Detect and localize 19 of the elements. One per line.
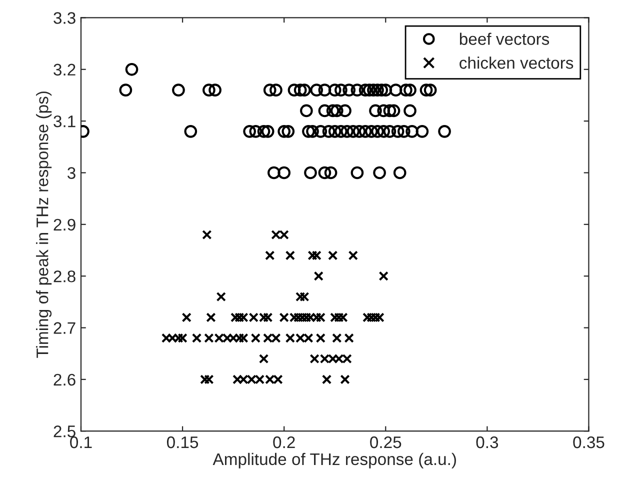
x-tick-label: 0.1 <box>70 436 92 448</box>
x-tick-label: 0.3 <box>476 436 498 448</box>
y-tick-label: 2.7 <box>54 322 76 334</box>
x-tick-label: 0.15 <box>166 436 198 448</box>
x-tick-label: 0.25 <box>370 436 402 448</box>
legend-label: beef vectors <box>460 32 550 45</box>
y-tick-label: 3.2 <box>54 64 76 76</box>
y-tick-label: 2.9 <box>54 218 76 231</box>
y-axis-title: Timing of peak in THz response (ps) <box>36 92 52 358</box>
x-tick-label: 0.2 <box>273 436 295 448</box>
x-axis-title: Amplitude of THz response (a.u.) <box>212 452 456 468</box>
y-tick-label: 3.1 <box>54 115 76 128</box>
x-tick-label: 0.35 <box>573 436 604 448</box>
y-tick-label: 2.6 <box>54 374 76 386</box>
y-tick-label: 3 <box>67 167 76 179</box>
y-tick-label: 2.8 <box>54 270 76 282</box>
y-tick-label: 3.3 <box>54 12 76 24</box>
y-tick-label: 2.5 <box>54 426 76 438</box>
legend-label: chicken vectors <box>460 56 574 69</box>
